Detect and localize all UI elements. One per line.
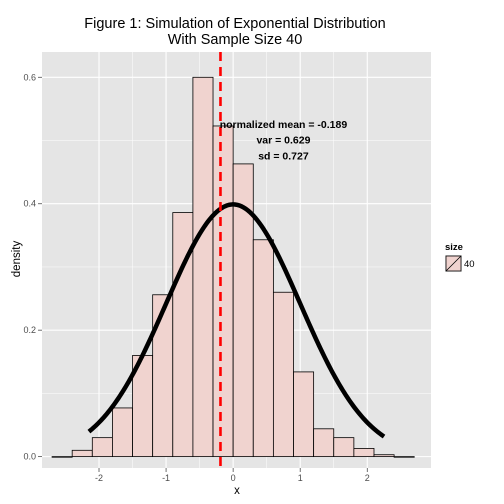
- x-tick-label: -1: [162, 473, 170, 483]
- histogram-bar: [71, 449, 93, 458]
- histogram-bar: [112, 407, 133, 458]
- histogram-bar: [313, 428, 335, 458]
- x-tick-label: 2: [365, 473, 370, 483]
- normal-density-curve: [87, 202, 386, 439]
- y-axis-title: density: [11, 241, 23, 278]
- stat-annotation: normalized mean = -0.189: [220, 119, 348, 131]
- x-tick-label: 0: [231, 473, 236, 483]
- chart-title-line-2: With Sample Size 40: [168, 32, 303, 48]
- normal-curve-layer: [87, 202, 386, 439]
- y-axis-ticks: 0.0 0.2 0.4 0.6: [23, 72, 42, 462]
- y-tick-label: 0.2: [23, 325, 36, 335]
- stat-annotation: var = 0.629: [256, 135, 310, 147]
- legend-label-40: 40: [464, 259, 475, 270]
- histogram-bar: [252, 239, 274, 458]
- x-tick-label: 1: [298, 473, 303, 483]
- x-axis-ticks: -2 -1 0 1 2: [95, 468, 370, 483]
- chart-title-line-1: Figure 1: Simulation of Exponential Dist…: [84, 16, 385, 32]
- histogram-bar: [192, 76, 214, 458]
- histogram-bar: [353, 448, 375, 458]
- histogram-bar: [91, 437, 113, 458]
- y-tick-label: 0.6: [23, 72, 36, 82]
- histogram-bar: [272, 291, 294, 458]
- x-tick-label: -2: [95, 473, 103, 483]
- histogram-bar: [293, 371, 315, 458]
- legend: size 40: [445, 242, 475, 272]
- x-axis-title: x: [234, 485, 240, 497]
- annotations: normalized mean = -0.189 var = 0.629 sd = …: [220, 119, 348, 163]
- y-tick-label: 0.4: [23, 199, 36, 209]
- legend-key-slash: [445, 255, 462, 272]
- histogram-bar: [393, 456, 415, 458]
- y-tick-label: 0.0: [23, 452, 36, 462]
- histogram-bar: [373, 454, 395, 458]
- stat-annotation: sd = 0.727: [258, 150, 309, 162]
- legend-title: size: [445, 242, 463, 253]
- histogram-bar: [333, 437, 355, 458]
- histogram-bar: [212, 125, 234, 458]
- histogram-bar: [152, 294, 174, 458]
- histogram-bar: [51, 456, 73, 458]
